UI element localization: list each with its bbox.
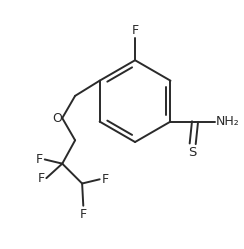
Text: F: F: [37, 172, 44, 185]
Text: F: F: [80, 208, 87, 221]
Text: F: F: [102, 173, 109, 186]
Text: O: O: [52, 112, 62, 124]
Text: S: S: [189, 146, 197, 159]
Text: NH₂: NH₂: [216, 115, 240, 128]
Text: F: F: [132, 24, 139, 37]
Text: F: F: [36, 153, 43, 166]
